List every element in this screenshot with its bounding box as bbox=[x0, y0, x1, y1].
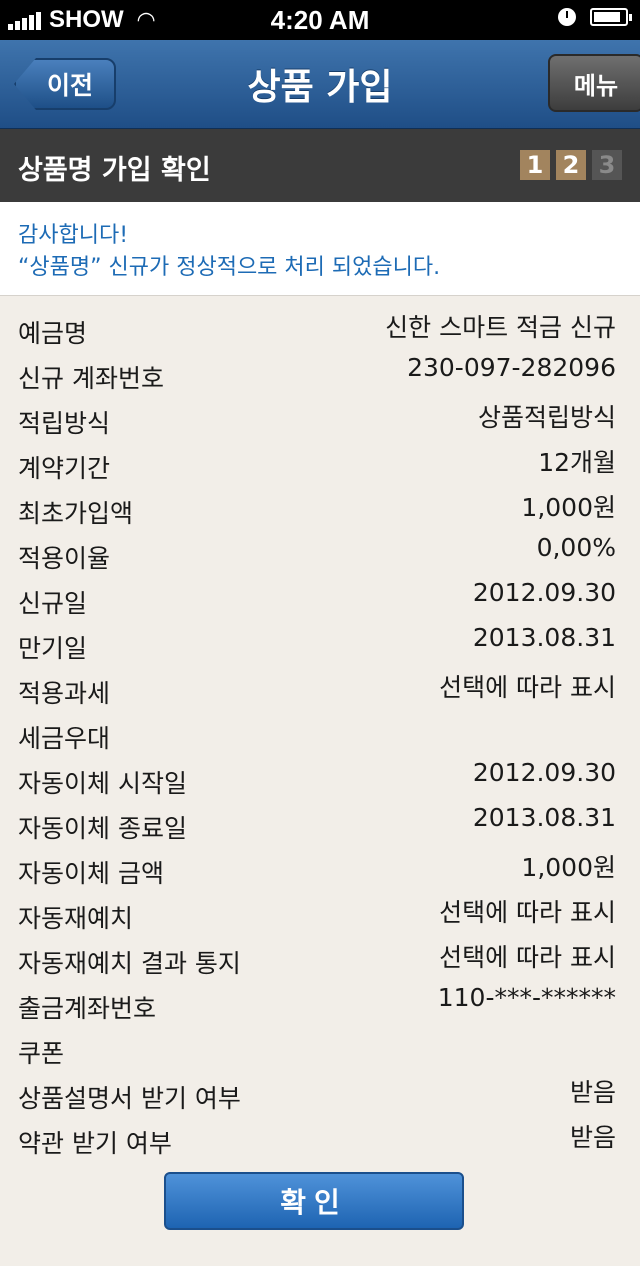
detail-row: 계약기간 12개월 bbox=[0, 441, 640, 486]
detail-value: 받음 bbox=[569, 1123, 616, 1152]
step-2: 2 bbox=[556, 150, 586, 180]
detail-value: 0,00% bbox=[536, 533, 616, 562]
detail-row: 만기일 2013.08.31 bbox=[0, 621, 640, 666]
detail-label: 계약기간 bbox=[18, 454, 111, 483]
detail-label: 적용이율 bbox=[18, 544, 111, 573]
step-1: 1 bbox=[520, 150, 550, 180]
battery-icon bbox=[590, 8, 632, 26]
detail-value: 1,000원 bbox=[521, 493, 616, 522]
carrier-info: SHOW ◠ bbox=[8, 6, 155, 34]
detail-value: 12개월 bbox=[538, 448, 616, 477]
detail-value: 2012.09.30 bbox=[472, 578, 616, 607]
detail-label: 자동이체 시작일 bbox=[18, 769, 187, 798]
page-title: 상품 가입 bbox=[247, 67, 393, 108]
detail-row: 자동재예치 선택에 따라 표시 bbox=[0, 891, 640, 936]
signal-icon bbox=[8, 10, 43, 30]
notice-line-2: “상품명” 신규가 정상적으로 처리 되었습니다. bbox=[18, 255, 441, 280]
detail-value: 2012.09.30 bbox=[472, 758, 616, 787]
detail-row: 출금계좌번호 110-***-****** bbox=[0, 981, 640, 1026]
detail-row: 세금우대 bbox=[0, 711, 640, 756]
detail-value: 신한 스마트 적금 신규 bbox=[385, 313, 616, 342]
detail-row: 적용이율 0,00% bbox=[0, 531, 640, 576]
menu-button[interactable]: 메뉴 bbox=[548, 54, 640, 112]
confirm-button[interactable]: 확인 bbox=[164, 1172, 464, 1230]
detail-row: 자동이체 금액 1,000원 bbox=[0, 846, 640, 891]
detail-row: 신규 계좌번호 230-097-282096 bbox=[0, 351, 640, 396]
detail-value: 선택에 따라 표시 bbox=[439, 673, 616, 702]
detail-row: 상품설명서 받기 여부 받음 bbox=[0, 1071, 640, 1116]
detail-label: 예금명 bbox=[18, 319, 88, 348]
completion-notice: 감사합니다! “상품명” 신규가 정상적으로 처리 되었습니다. bbox=[0, 202, 640, 296]
carrier-name: SHOW bbox=[49, 6, 124, 33]
alarm-clock-icon bbox=[558, 8, 576, 26]
detail-label: 적용과세 bbox=[18, 679, 111, 708]
notice-line-1: 감사합니다! bbox=[18, 223, 129, 248]
detail-value: 2013.08.31 bbox=[472, 803, 616, 832]
detail-label: 최초가입액 bbox=[18, 499, 134, 528]
detail-label: 신규 계좌번호 bbox=[18, 364, 164, 393]
detail-label: 세금우대 bbox=[18, 724, 111, 753]
back-button[interactable]: 이전 bbox=[14, 58, 116, 110]
detail-label: 자동재예치 bbox=[18, 904, 134, 933]
detail-value: 상품적립방식 bbox=[477, 403, 616, 432]
nav-bar: 이전 상품 가입 메뉴 bbox=[0, 40, 640, 129]
detail-row: 자동이체 종료일 2013.08.31 bbox=[0, 801, 640, 846]
detail-row: 적용과세 선택에 따라 표시 bbox=[0, 666, 640, 711]
detail-value: 선택에 따라 표시 bbox=[439, 943, 616, 972]
section-title: 상품명 가입 확인 bbox=[18, 155, 211, 186]
detail-label: 출금계좌번호 bbox=[18, 994, 157, 1023]
detail-label: 자동재예치 결과 통지 bbox=[18, 949, 241, 978]
detail-label: 자동이체 종료일 bbox=[18, 814, 187, 843]
detail-label: 상품설명서 받기 여부 bbox=[18, 1084, 241, 1113]
detail-row: 약관 받기 여부 받음 bbox=[0, 1116, 640, 1161]
status-bar: SHOW ◠ 4:20 AM bbox=[0, 0, 640, 40]
detail-label: 자동이체 금액 bbox=[18, 859, 164, 888]
detail-label: 만기일 bbox=[18, 634, 88, 663]
detail-label: 쿠폰 bbox=[18, 1039, 65, 1068]
wifi-icon: ◠ bbox=[137, 7, 155, 32]
detail-value: 110-***-****** bbox=[437, 983, 616, 1012]
detail-row: 예금명 신한 스마트 적금 신규 bbox=[0, 306, 640, 351]
detail-label: 약관 받기 여부 bbox=[18, 1129, 172, 1158]
detail-row: 자동이체 시작일 2012.09.30 bbox=[0, 756, 640, 801]
detail-label: 신규일 bbox=[18, 589, 88, 618]
detail-value: 선택에 따라 표시 bbox=[439, 898, 616, 927]
status-time: 4:20 AM bbox=[270, 5, 370, 35]
detail-label: 적립방식 bbox=[18, 409, 111, 438]
detail-value: 1,000원 bbox=[521, 853, 616, 882]
detail-row: 자동재예치 결과 통지 선택에 따라 표시 bbox=[0, 936, 640, 981]
step-3: 3 bbox=[592, 150, 622, 180]
detail-row: 쿠폰 bbox=[0, 1026, 640, 1071]
detail-row: 최초가입액 1,000원 bbox=[0, 486, 640, 531]
detail-value: 받음 bbox=[569, 1078, 616, 1107]
detail-row: 신규일 2012.09.30 bbox=[0, 576, 640, 621]
detail-value: 230-097-282096 bbox=[407, 353, 616, 382]
detail-row: 적립방식 상품적립방식 bbox=[0, 396, 640, 441]
detail-value: 2013.08.31 bbox=[472, 623, 616, 652]
